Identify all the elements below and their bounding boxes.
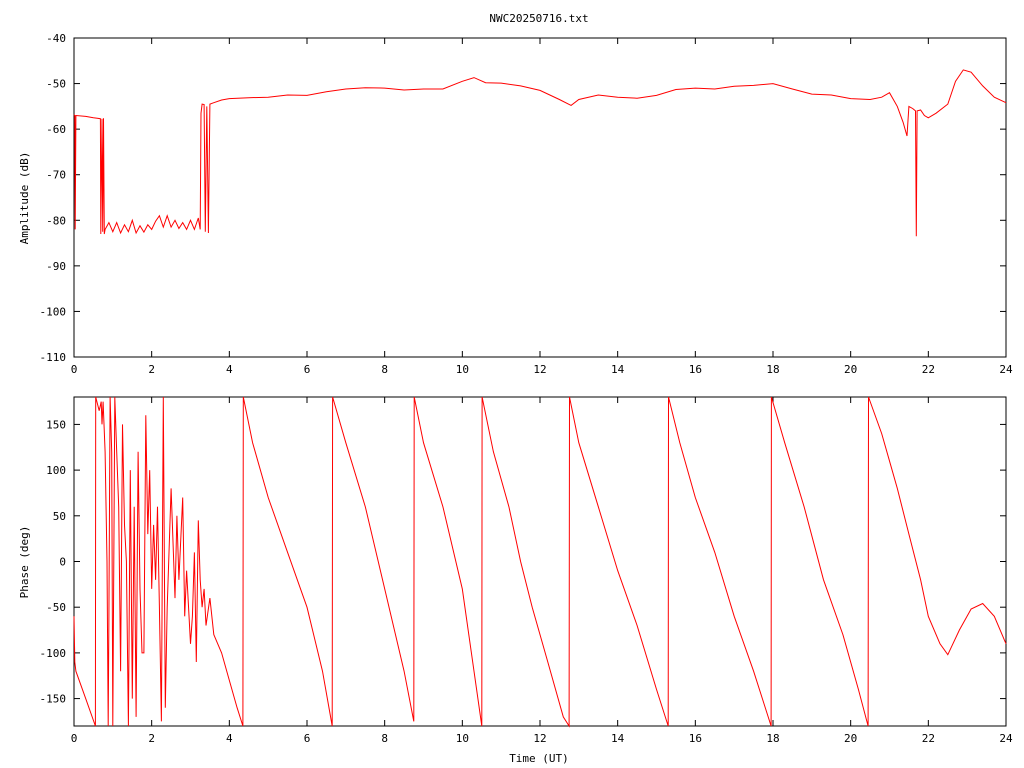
phase-y-tick-label: 150 xyxy=(46,418,66,431)
amplitude-x-tick-label: 2 xyxy=(148,363,155,376)
amplitude-x-tick-label: 14 xyxy=(611,363,625,376)
phase-y-tick-label: -100 xyxy=(40,647,67,660)
phase-tick-group: 0 2 4 6 8 10 12 14 16 18 20 22 24-150-100-5005010015… xyxy=(40,397,1013,745)
amplitude-y-axis-label: Amplitude (dB) xyxy=(18,152,31,245)
amplitude-y-tick-label: -110 xyxy=(40,351,67,364)
amplitude-plot-frame xyxy=(73,37,1007,358)
phase-x-tick-label: 18 xyxy=(766,732,779,745)
phase-x-tick-label: 0 xyxy=(71,732,78,745)
phase-x-tick-label: 6 xyxy=(304,732,311,745)
amplitude-y-tick-label: -80 xyxy=(46,214,66,227)
amplitude-y-tick-label: -50 xyxy=(46,78,66,91)
amplitude-y-tick-label: -70 xyxy=(46,169,66,182)
phase-y-axis-label: Phase (deg) xyxy=(18,526,31,599)
phase-y-tick-label: 50 xyxy=(53,510,66,523)
amplitude-y-tick-label: -100 xyxy=(40,305,67,318)
amplitude-tick-group: 0 2 4 6 8 10 12 14 16 18 20 22 24-110-100-90-80-70-6… xyxy=(40,32,1013,376)
phase-y-tick-label: 100 xyxy=(46,464,66,477)
x-axis-label: Time (UT) xyxy=(509,752,569,765)
amplitude-x-tick-label: 18 xyxy=(766,363,779,376)
phase-x-tick-label: 16 xyxy=(689,732,702,745)
amplitude-y-tick-label: -40 xyxy=(46,32,66,45)
phase-y-tick-label: -150 xyxy=(40,693,67,706)
amplitude-x-tick-label: 16 xyxy=(689,363,702,376)
amplitude-x-tick-label: 20 xyxy=(844,363,857,376)
amplitude-x-tick-label: 22 xyxy=(922,363,935,376)
phase-y-tick-label: -50 xyxy=(46,601,66,614)
phase-x-tick-label: 24 xyxy=(999,732,1013,745)
phase-y-tick-label: 0 xyxy=(59,556,66,569)
amplitude-y-tick-label: -90 xyxy=(46,260,66,273)
phase-x-tick-label: 22 xyxy=(922,732,935,745)
amplitude-series-line xyxy=(73,69,1007,237)
phase-x-tick-label: 4 xyxy=(226,732,233,745)
amplitude-y-tick-label: -60 xyxy=(46,123,66,136)
phase-x-tick-label: 10 xyxy=(456,732,469,745)
phase-x-tick-label: 2 xyxy=(148,732,155,745)
amplitude-x-tick-label: 0 xyxy=(71,363,78,376)
amplitude-x-tick-label: 8 xyxy=(381,363,388,376)
amplitude-x-tick-label: 10 xyxy=(456,363,469,376)
phase-x-tick-label: 20 xyxy=(844,732,857,745)
chart-title: NWC20250716.txt xyxy=(489,12,588,25)
phase-panel: 0 2 4 6 8 10 12 14 16 18 20 22 24-150-100-5005010015… xyxy=(18,396,1013,765)
phase-x-tick-label: 14 xyxy=(611,732,625,745)
phase-x-tick-label: 12 xyxy=(533,732,546,745)
amplitude-x-tick-label: 4 xyxy=(226,363,233,376)
amplitude-x-tick-label: 24 xyxy=(999,363,1013,376)
amplitude-x-tick-label: 6 xyxy=(304,363,311,376)
phase-x-tick-label: 8 xyxy=(381,732,388,745)
phase-series-line xyxy=(73,396,1007,728)
amplitude-x-tick-label: 12 xyxy=(533,363,546,376)
phase-plot-frame xyxy=(73,396,1007,727)
amplitude-panel: 0 2 4 6 8 10 12 14 16 18 20 22 24-110-100-90-80-70-6… xyxy=(18,32,1013,376)
